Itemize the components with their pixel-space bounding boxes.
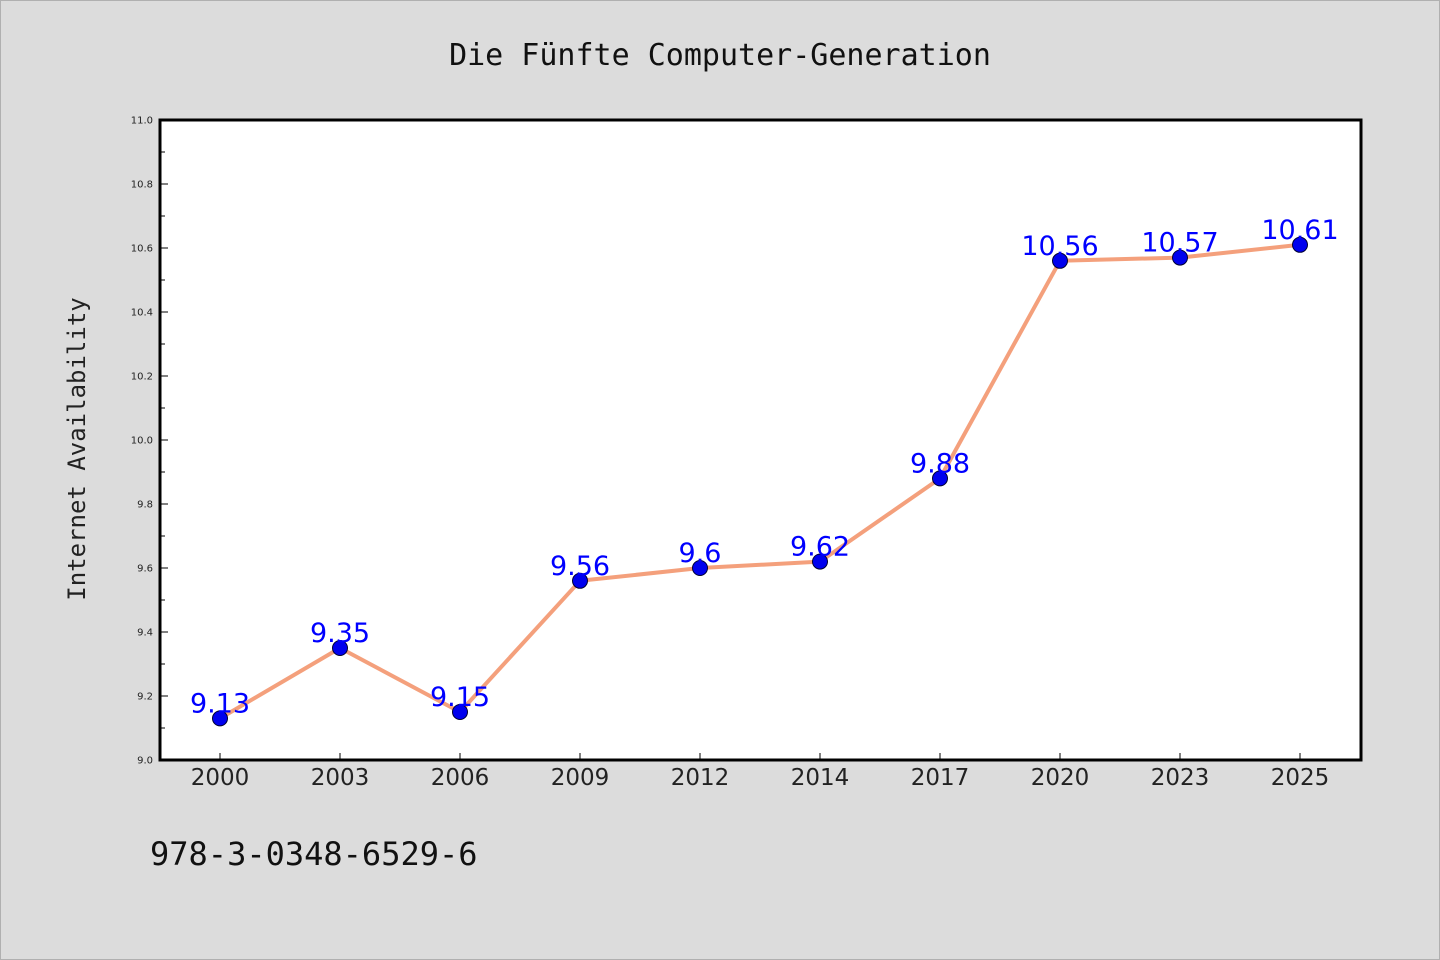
data-label: 9.15	[430, 682, 490, 713]
x-tick-label: 2003	[311, 765, 370, 791]
data-point-marker	[1172, 249, 1188, 266]
x-tick-label: 2023	[1151, 765, 1210, 791]
data-point-marker	[332, 640, 348, 656]
y-axis-ticks: 9.0 9.2 9.4 9.6 9.8 10.0 10.2 10.4 10.6 10.8 11.0	[131, 116, 168, 767]
data-point-marker	[692, 560, 708, 576]
x-tick-label: 2012	[671, 765, 730, 791]
data-point-marker	[572, 572, 588, 589]
x-tick-label: 2014	[791, 765, 850, 791]
data-label: 9.6	[679, 538, 722, 569]
isbn-annotation: 978-3-0348-6529-6	[150, 835, 478, 873]
y-tick-label: 9.0	[137, 756, 153, 767]
data-label: 9.35	[310, 618, 370, 649]
data-label: 9.56	[550, 551, 610, 582]
y-tick-label: 10.8	[131, 180, 153, 191]
data-point-marker	[1052, 252, 1068, 269]
y-tick-label: 9.4	[137, 628, 153, 639]
data-label: 10.61	[1261, 215, 1338, 246]
data-point-marker	[932, 470, 948, 487]
x-tick-label: 2009	[551, 765, 610, 791]
data-label: 10.56	[1021, 231, 1098, 262]
y-tick-label: 10.6	[131, 244, 153, 255]
x-tick-label: 2020	[1031, 765, 1090, 791]
y-tick-label: 10.2	[131, 372, 153, 383]
y-tick-label: 10.4	[131, 308, 153, 319]
data-label: 9.62	[790, 532, 850, 563]
data-point-marker	[1292, 236, 1308, 253]
data-point-marker	[452, 704, 468, 720]
x-tick-label: 2017	[911, 765, 970, 791]
data-label: 9.13	[190, 688, 250, 719]
chart-title: Die Fünfte Computer-Generation	[449, 38, 991, 73]
x-axis-ticks: 2000 2003 2006 2009 2012 2014 2017 2020 2023 2025	[191, 753, 1330, 791]
data-label: 9.88	[910, 448, 970, 479]
y-tick-label: 9.8	[137, 500, 153, 511]
plot-frame	[158, 118, 1363, 762]
y-tick-label: 10.0	[131, 436, 153, 447]
y-tick-label: 9.6	[137, 564, 153, 575]
x-tick-label: 2025	[1271, 765, 1330, 791]
y-axis-label: Internet Availability	[63, 297, 91, 600]
plot-area	[160, 120, 1361, 760]
x-tick-label: 2000	[191, 765, 250, 791]
series-layer: 9.13 9.35 9.15 9.56 9.6 9.62 9.88 10.56 10.57 10.…	[190, 215, 1339, 727]
data-point-marker	[812, 553, 828, 570]
series-line	[218, 242, 1302, 721]
data-label: 10.57	[1141, 228, 1218, 259]
x-tick-label: 2006	[431, 765, 490, 791]
y-tick-label: 9.2	[137, 692, 153, 703]
data-point-marker	[212, 710, 228, 727]
y-tick-label: 11.0	[131, 116, 153, 127]
